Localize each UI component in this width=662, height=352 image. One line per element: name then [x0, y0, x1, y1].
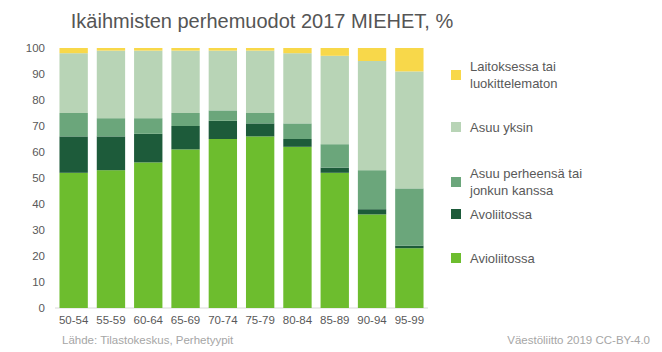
bar-segment	[358, 61, 386, 170]
legend-label-line: Avioliitossa	[470, 251, 536, 266]
legend-label: Asuu perheensä tai jonkun kanssa	[469, 166, 582, 198]
credit-note: Väestöliitto 2019 CC-BY-4.0	[507, 334, 650, 346]
bar-segment	[246, 113, 274, 123]
legend-label: Asuu yksin	[470, 120, 533, 135]
y-tick-label: 90	[32, 68, 45, 80]
bar-segment	[358, 170, 386, 209]
bar-segment	[134, 162, 162, 308]
bar-segment	[171, 113, 199, 126]
bar-segment	[209, 51, 237, 111]
bar-segment	[59, 113, 87, 136]
bar-segment	[395, 246, 423, 249]
y-tick-label: 60	[32, 146, 45, 158]
y-tick-label: 0	[39, 302, 45, 314]
x-tick-label: 95-99	[395, 314, 424, 326]
bar-segment	[395, 71, 423, 188]
bar-segment	[134, 134, 162, 163]
bar-segment	[246, 136, 274, 308]
bar-segment	[395, 48, 423, 71]
legend-label: Avoliitossa	[470, 207, 533, 222]
source-note: Lähde: Tilastokeskus, Perhetyypit	[62, 334, 234, 346]
legend-swatch	[451, 209, 461, 219]
bar-segment	[283, 123, 311, 139]
legend-swatch	[451, 122, 461, 132]
bar-segment	[358, 209, 386, 214]
x-tick-label: 90-94	[357, 314, 387, 326]
x-tick-label: 60-64	[134, 314, 164, 326]
bar-segment	[59, 48, 87, 53]
bar-segment	[209, 110, 237, 120]
bar-segment	[358, 214, 386, 308]
legend-label: Avioliitossa	[470, 251, 536, 266]
bar-segment	[97, 118, 125, 136]
bar-segment	[209, 121, 237, 139]
x-tick-label: 85-89	[320, 314, 349, 326]
legend-label-line: Laitoksessa tai	[470, 59, 556, 74]
bar-segment	[97, 170, 125, 308]
bar-segment	[59, 53, 87, 113]
y-axis-range	[55, 48, 56, 308]
bar-segment	[209, 48, 237, 51]
legend-swatch	[451, 177, 461, 187]
bar-segment	[283, 139, 311, 147]
x-tick-label: 65-69	[171, 314, 200, 326]
x-tick-label: 70-74	[208, 314, 238, 326]
bar-segment	[134, 48, 162, 51]
bar-segment	[171, 149, 199, 308]
bar-segment	[97, 136, 125, 170]
bar-segment	[321, 56, 349, 144]
bar-segment	[209, 139, 237, 308]
y-tick-label: 40	[32, 198, 45, 210]
bar-segment	[97, 51, 125, 119]
bar-segment	[395, 188, 423, 245]
bar-segment	[134, 118, 162, 134]
bar-segment	[59, 136, 87, 172]
x-tick-label: 80-84	[283, 314, 313, 326]
y-tick-label: 10	[32, 276, 45, 288]
legend-label-line: luokittelematon	[470, 76, 557, 91]
bar-segment	[59, 173, 87, 308]
y-tick-label: 30	[32, 224, 45, 236]
legend-label-line: Asuu perheensä tai	[470, 166, 582, 181]
legend-swatch	[451, 253, 461, 263]
bar-segment	[321, 48, 349, 56]
bar-segment	[283, 53, 311, 123]
x-tick-label: 75-79	[245, 314, 274, 326]
legend-swatch	[451, 70, 461, 80]
bar-segment	[321, 173, 349, 308]
legend-label: Laitoksessa tai luokittelematon	[470, 59, 557, 91]
bar-segment	[358, 48, 386, 61]
legend-label-line: Asuu yksin	[470, 120, 533, 135]
bar-segment	[246, 48, 274, 51]
y-tick-label: 80	[32, 94, 45, 106]
bar-segment	[171, 48, 199, 51]
legend: Laitoksessa tai luokittelematon Asuu yksin…	[451, 59, 582, 266]
title: Ikäihmisten perhemuodot 2017 MIEHET, %	[71, 10, 454, 32]
bar-segment	[97, 48, 125, 51]
bars	[59, 48, 423, 308]
legend-label-line: jonkun kanssa	[469, 183, 554, 198]
bar-segment	[246, 123, 274, 136]
y-tick-label: 100	[26, 42, 45, 54]
legend-label-line: Avoliitossa	[470, 207, 533, 222]
x-tick-label: 50-54	[59, 314, 89, 326]
bar-segment	[246, 51, 274, 113]
x-tick-label: 55-59	[96, 314, 125, 326]
bar-segment	[395, 248, 423, 308]
bar-segment	[283, 48, 311, 53]
y-tick-label: 70	[32, 120, 45, 132]
y-tick-label: 50	[32, 172, 45, 184]
bar-segment	[321, 144, 349, 167]
y-tick-label: 20	[32, 250, 45, 262]
bar-segment	[134, 51, 162, 119]
bar-segment	[171, 51, 199, 113]
bar-segment	[171, 126, 199, 149]
bar-segment	[321, 168, 349, 173]
bar-segment	[283, 147, 311, 308]
chart: Ikäihmisten perhemuodot 2017 MIEHET, % 0 1…	[0, 0, 662, 352]
